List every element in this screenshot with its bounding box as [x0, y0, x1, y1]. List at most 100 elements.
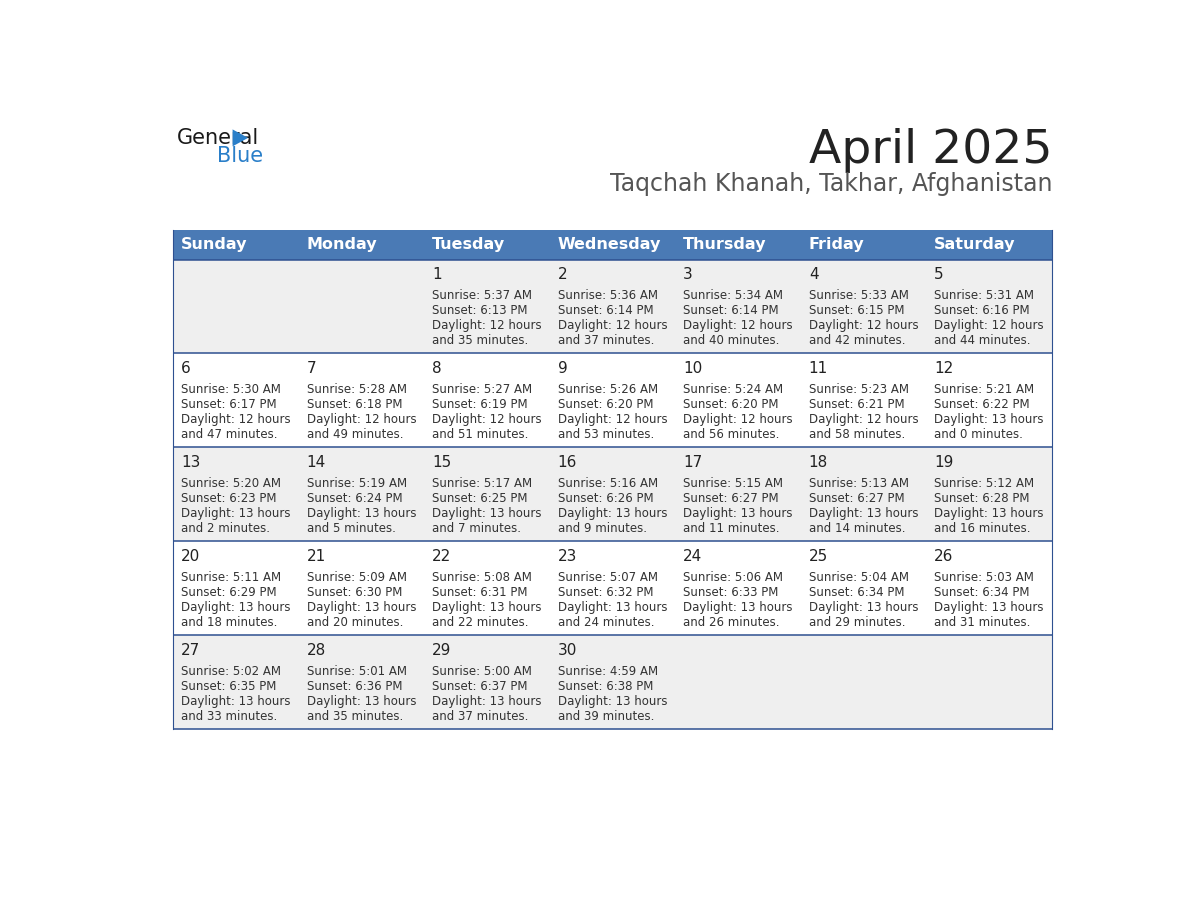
Text: 21: 21: [307, 549, 326, 564]
Text: 12: 12: [934, 361, 954, 376]
Text: and 42 minutes.: and 42 minutes.: [809, 334, 905, 347]
Text: Sunset: 6:17 PM: Sunset: 6:17 PM: [181, 397, 277, 410]
Text: 25: 25: [809, 549, 828, 564]
Text: and 58 minutes.: and 58 minutes.: [809, 428, 905, 441]
Text: Sunset: 6:31 PM: Sunset: 6:31 PM: [432, 586, 527, 599]
Text: Sunset: 6:13 PM: Sunset: 6:13 PM: [432, 304, 527, 317]
Text: 4: 4: [809, 267, 819, 282]
Text: Sunset: 6:35 PM: Sunset: 6:35 PM: [181, 679, 277, 692]
Text: Friday: Friday: [809, 238, 865, 252]
Text: 14: 14: [307, 455, 326, 470]
Text: Sunset: 6:14 PM: Sunset: 6:14 PM: [683, 304, 779, 317]
Text: and 49 minutes.: and 49 minutes.: [307, 428, 403, 441]
Text: and 0 minutes.: and 0 minutes.: [934, 428, 1023, 441]
Text: and 16 minutes.: and 16 minutes.: [934, 521, 1031, 534]
Text: 6: 6: [181, 361, 191, 376]
Text: and 14 minutes.: and 14 minutes.: [809, 521, 905, 534]
Text: Wednesday: Wednesday: [557, 238, 661, 252]
Text: Sunrise: 5:30 AM: Sunrise: 5:30 AM: [181, 383, 280, 396]
Text: Sunrise: 5:28 AM: Sunrise: 5:28 AM: [307, 383, 406, 396]
Text: Sunrise: 5:24 AM: Sunrise: 5:24 AM: [683, 383, 783, 396]
Text: Daylight: 13 hours: Daylight: 13 hours: [809, 600, 918, 613]
Text: and 5 minutes.: and 5 minutes.: [307, 521, 396, 534]
Text: Sunrise: 5:02 AM: Sunrise: 5:02 AM: [181, 665, 282, 677]
Text: Sunrise: 5:27 AM: Sunrise: 5:27 AM: [432, 383, 532, 396]
Text: Sunset: 6:20 PM: Sunset: 6:20 PM: [557, 397, 653, 410]
Text: Sunrise: 5:23 AM: Sunrise: 5:23 AM: [809, 383, 909, 396]
Text: Sunrise: 5:21 AM: Sunrise: 5:21 AM: [934, 383, 1035, 396]
Text: Sunset: 6:27 PM: Sunset: 6:27 PM: [683, 492, 779, 505]
Text: Daylight: 13 hours: Daylight: 13 hours: [557, 600, 668, 613]
Text: Sunrise: 5:00 AM: Sunrise: 5:00 AM: [432, 665, 532, 677]
Text: Daylight: 12 hours: Daylight: 12 hours: [181, 413, 291, 426]
Text: Blue: Blue: [217, 146, 264, 166]
Text: and 35 minutes.: and 35 minutes.: [307, 710, 403, 722]
Text: 7: 7: [307, 361, 316, 376]
Text: Daylight: 12 hours: Daylight: 12 hours: [557, 319, 668, 331]
Text: Sunset: 6:24 PM: Sunset: 6:24 PM: [307, 492, 403, 505]
Text: 23: 23: [557, 549, 577, 564]
Text: 8: 8: [432, 361, 442, 376]
Text: Sunset: 6:23 PM: Sunset: 6:23 PM: [181, 492, 277, 505]
Text: Sunday: Sunday: [181, 238, 247, 252]
Text: Sunset: 6:37 PM: Sunset: 6:37 PM: [432, 679, 527, 692]
Text: Sunrise: 5:15 AM: Sunrise: 5:15 AM: [683, 476, 783, 489]
Text: and 11 minutes.: and 11 minutes.: [683, 521, 779, 534]
Text: 30: 30: [557, 643, 577, 658]
Text: 18: 18: [809, 455, 828, 470]
Text: Sunrise: 5:04 AM: Sunrise: 5:04 AM: [809, 571, 909, 584]
Text: and 18 minutes.: and 18 minutes.: [181, 616, 278, 629]
Text: Daylight: 12 hours: Daylight: 12 hours: [432, 319, 542, 331]
Text: and 26 minutes.: and 26 minutes.: [683, 616, 779, 629]
Text: 28: 28: [307, 643, 326, 658]
Text: Daylight: 13 hours: Daylight: 13 hours: [557, 695, 668, 708]
Text: Sunrise: 5:33 AM: Sunrise: 5:33 AM: [809, 289, 909, 302]
Text: and 39 minutes.: and 39 minutes.: [557, 710, 655, 722]
Text: Sunrise: 5:37 AM: Sunrise: 5:37 AM: [432, 289, 532, 302]
Text: Sunrise: 5:06 AM: Sunrise: 5:06 AM: [683, 571, 783, 584]
Text: Sunrise: 5:11 AM: Sunrise: 5:11 AM: [181, 571, 282, 584]
Text: Sunrise: 5:12 AM: Sunrise: 5:12 AM: [934, 476, 1035, 489]
Text: Daylight: 12 hours: Daylight: 12 hours: [432, 413, 542, 426]
Text: Daylight: 13 hours: Daylight: 13 hours: [683, 600, 792, 613]
Text: and 2 minutes.: and 2 minutes.: [181, 521, 270, 534]
Text: Sunset: 6:38 PM: Sunset: 6:38 PM: [557, 679, 653, 692]
Text: Sunrise: 5:07 AM: Sunrise: 5:07 AM: [557, 571, 658, 584]
Text: and 24 minutes.: and 24 minutes.: [557, 616, 655, 629]
Text: Daylight: 13 hours: Daylight: 13 hours: [934, 413, 1044, 426]
Text: 10: 10: [683, 361, 702, 376]
Text: Sunrise: 5:34 AM: Sunrise: 5:34 AM: [683, 289, 783, 302]
Text: 2: 2: [557, 267, 568, 282]
Polygon shape: [233, 129, 248, 146]
Text: Sunset: 6:32 PM: Sunset: 6:32 PM: [557, 586, 653, 599]
Text: Daylight: 13 hours: Daylight: 13 hours: [307, 507, 416, 520]
Text: and 56 minutes.: and 56 minutes.: [683, 428, 779, 441]
Text: Sunrise: 5:36 AM: Sunrise: 5:36 AM: [557, 289, 658, 302]
Text: Daylight: 12 hours: Daylight: 12 hours: [809, 413, 918, 426]
Text: and 22 minutes.: and 22 minutes.: [432, 616, 529, 629]
Text: Saturday: Saturday: [934, 238, 1016, 252]
Bar: [173, 635, 1053, 729]
Text: Monday: Monday: [307, 238, 378, 252]
Text: 17: 17: [683, 455, 702, 470]
Text: Sunset: 6:22 PM: Sunset: 6:22 PM: [934, 397, 1030, 410]
Text: and 35 minutes.: and 35 minutes.: [432, 334, 529, 347]
Text: and 37 minutes.: and 37 minutes.: [432, 710, 529, 722]
Text: 15: 15: [432, 455, 451, 470]
Text: and 47 minutes.: and 47 minutes.: [181, 428, 278, 441]
Text: Sunset: 6:30 PM: Sunset: 6:30 PM: [307, 586, 402, 599]
Text: and 9 minutes.: and 9 minutes.: [557, 521, 646, 534]
Text: 9: 9: [557, 361, 568, 376]
Text: 19: 19: [934, 455, 954, 470]
Text: and 29 minutes.: and 29 minutes.: [809, 616, 905, 629]
Text: Sunset: 6:36 PM: Sunset: 6:36 PM: [307, 679, 402, 692]
Text: and 31 minutes.: and 31 minutes.: [934, 616, 1031, 629]
Bar: [173, 447, 1053, 542]
Text: Sunset: 6:28 PM: Sunset: 6:28 PM: [934, 492, 1030, 505]
Text: Sunset: 6:14 PM: Sunset: 6:14 PM: [557, 304, 653, 317]
Text: Sunset: 6:18 PM: Sunset: 6:18 PM: [307, 397, 402, 410]
Text: Sunrise: 5:08 AM: Sunrise: 5:08 AM: [432, 571, 532, 584]
Text: 24: 24: [683, 549, 702, 564]
Text: and 33 minutes.: and 33 minutes.: [181, 710, 277, 722]
Bar: [173, 260, 1053, 353]
